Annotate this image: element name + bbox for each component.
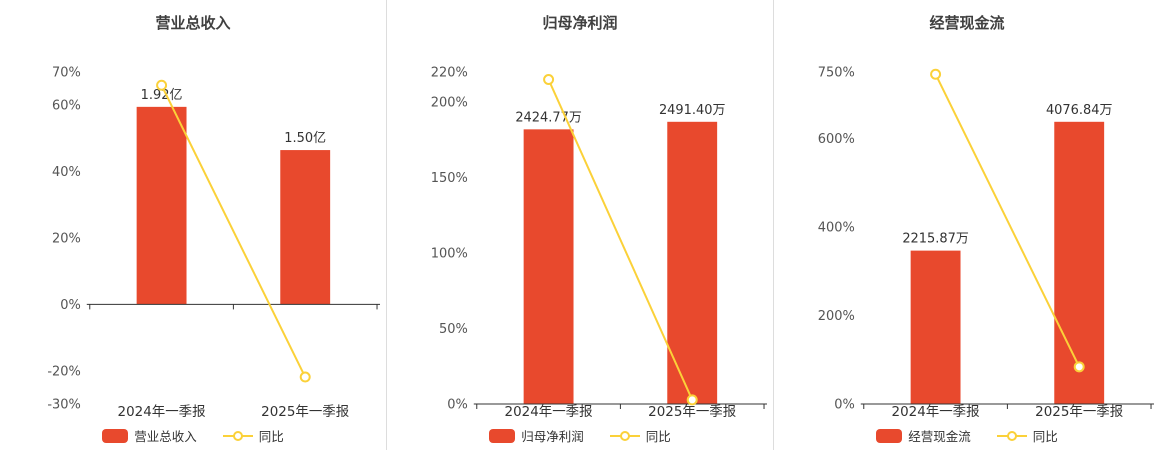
bar-category-0[interactable] — [523, 129, 574, 404]
legend-label-bar-series: 营业总收入 — [134, 429, 197, 444]
yoy-trend-line — [934, 73, 1081, 368]
bar-series-swatch-icon — [876, 428, 903, 443]
revenue-chart-plot: 70% 60% 40% 20% 0% -20% -30% 1.92亿 1.50亿 2024年一季报… — [47, 65, 381, 420]
panel-net-profit: 归母净利润 220% 200% 150% 100% 50% 0% 2424.77万 2491.… — [386, 0, 773, 450]
bar-category-1[interactable] — [1054, 121, 1105, 405]
cash-flow-chart-plot: 750% 600% 400% 200% 0% 2215.87万 4076.84万 2024年一… — [818, 65, 1155, 420]
chart-legend: 经营现金流 同比 — [774, 426, 1160, 445]
panel-cash-flow: 经营现金流 750% 600% 400% 200% 0% 2215.87万 4076.84万… — [773, 0, 1160, 450]
line-series-marker-icon — [996, 430, 1027, 441]
y-axis-tick-label: 150% — [431, 171, 468, 186]
y-axis-tick-label: 0% — [447, 397, 468, 412]
bar-category-1[interactable] — [280, 150, 331, 305]
x-category-label: 2025年一季报 — [648, 404, 736, 420]
bar-series-swatch-icon — [102, 428, 129, 443]
yoy-line-point-1[interactable] — [686, 394, 698, 406]
bar-value-label: 1.92亿 — [141, 88, 183, 103]
chart-title-cash-flow: 经营现金流 — [929, 14, 1005, 32]
bar-value-label: 4076.84万 — [1046, 103, 1113, 118]
y-axis-tick-label: 200% — [431, 96, 468, 111]
line-series-marker-icon — [609, 430, 640, 441]
x-category-label: 2024年一季报 — [505, 404, 593, 420]
legend-label-bar-series: 归母净利润 — [521, 429, 584, 444]
x-category-label: 2024年一季报 — [118, 404, 206, 420]
legend-label-line-series: 同比 — [1032, 429, 1058, 444]
yoy-line-point-1[interactable] — [1073, 361, 1085, 373]
chart-title-revenue: 营业总收入 — [155, 14, 231, 32]
line-series-marker-icon — [222, 430, 253, 441]
legend-item-bar-series[interactable]: 经营现金流 — [876, 426, 971, 445]
bar-category-0[interactable] — [910, 250, 961, 404]
yoy-line-point-1[interactable] — [299, 371, 311, 383]
bar-value-label: 1.50亿 — [284, 131, 326, 146]
legend-item-line-series[interactable]: 同比 — [222, 426, 284, 445]
y-axis-tick-label: 0% — [834, 397, 855, 412]
x-category-label: 2024年一季报 — [892, 404, 980, 420]
y-axis-tick-label: 20% — [52, 231, 81, 246]
legend-item-bar-series[interactable]: 营业总收入 — [102, 426, 197, 445]
x-category-label: 2025年一季报 — [261, 404, 349, 420]
y-axis-tick-label: -30% — [47, 397, 80, 412]
y-axis-tick-label: 0% — [60, 298, 81, 313]
legend-item-bar-series[interactable]: 归母净利润 — [489, 426, 584, 445]
y-axis-tick-label: 100% — [431, 247, 468, 262]
bar-category-1[interactable] — [667, 121, 718, 405]
y-axis-tick-label: 60% — [52, 99, 81, 114]
legend-item-line-series[interactable]: 同比 — [996, 426, 1058, 445]
yoy-line-point-0[interactable] — [543, 74, 555, 86]
y-axis-tick-label: 400% — [818, 220, 855, 235]
y-axis-tick-label: 600% — [818, 132, 855, 147]
bar-category-0[interactable] — [136, 106, 187, 305]
yoy-trend-line — [547, 79, 694, 401]
net-profit-chart-plot: 220% 200% 150% 100% 50% 0% 2424.77万 2491.40万 202… — [431, 65, 768, 420]
chart-legend: 营业总收入 同比 — [0, 426, 386, 445]
legend-label-line-series: 同比 — [258, 429, 284, 444]
y-axis-tick-label: -20% — [47, 364, 80, 379]
legend-label-bar-series: 经营现金流 — [908, 429, 971, 444]
y-axis-tick-label: 50% — [439, 322, 468, 337]
chart-legend: 归母净利润 同比 — [387, 426, 773, 445]
bar-value-label: 2491.40万 — [659, 103, 726, 118]
legend-item-line-series[interactable]: 同比 — [609, 426, 671, 445]
y-axis-tick-label: 750% — [818, 65, 855, 80]
x-category-label: 2025年一季报 — [1035, 404, 1123, 420]
yoy-line-point-0[interactable] — [930, 68, 942, 80]
legend-label-line-series: 同比 — [645, 429, 671, 444]
bar-value-label: 2424.77万 — [515, 110, 582, 125]
yoy-trend-line — [160, 84, 307, 378]
bar-series-swatch-icon — [489, 428, 516, 443]
chart-title-net-profit: 归母净利润 — [542, 14, 618, 32]
y-axis-tick-label: 220% — [431, 65, 468, 80]
y-axis-tick-label: 40% — [52, 165, 81, 180]
yoy-line-point-0[interactable] — [156, 79, 168, 91]
panel-revenue: 营业总收入 70% 60% 40% 20% 0% -20% -30% 1.92亿 1.50亿 20… — [0, 0, 386, 450]
y-axis-tick-label: 200% — [818, 309, 855, 324]
bar-value-label: 2215.87万 — [902, 232, 969, 247]
y-axis-tick-label: 70% — [52, 65, 81, 80]
